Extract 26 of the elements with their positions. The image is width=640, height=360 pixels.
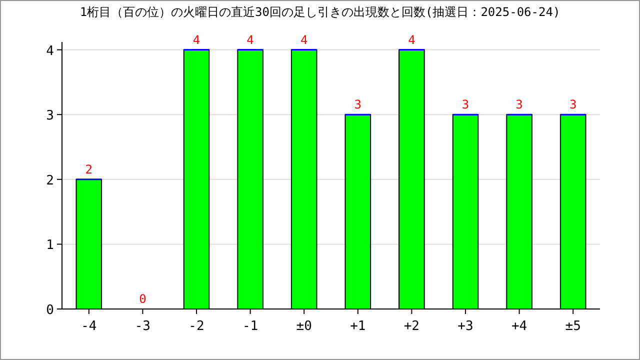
x-tick-label: +1 [350, 319, 366, 334]
data-label: 3 [354, 98, 362, 112]
x-tick-label: +3 [458, 319, 474, 334]
x-tick-label: -2 [188, 319, 204, 334]
data-label: 4 [300, 32, 308, 47]
data-label: 3 [516, 98, 523, 112]
data-label: 2 [85, 162, 93, 176]
y-tick-label: 3 [46, 108, 54, 124]
x-tick-label: ±0 [296, 319, 312, 334]
chart-title: 1桁目（百の位）の火曜日の直近30回の足し引きの出現数と回数(抽選日：2025-06-24) [80, 5, 560, 19]
x-tick-label: -1 [242, 319, 258, 334]
data-label: 3 [462, 98, 470, 112]
data-label: 3 [569, 98, 577, 112]
x-tick-label: -4 [81, 319, 97, 334]
y-tick-label: 4 [46, 44, 54, 59]
y-tick-label: 0 [46, 303, 54, 318]
data-label: 4 [246, 32, 254, 47]
data-label: 4 [192, 32, 200, 47]
x-tick-label: -3 [134, 319, 151, 334]
data-label: 4 [408, 32, 416, 47]
x-tick-label: ±5 [565, 319, 581, 334]
x-tick-label: +2 [404, 319, 420, 334]
x-tick-label: +4 [511, 319, 528, 334]
y-tick-label: 2 [46, 173, 54, 188]
data-label: 0 [139, 292, 146, 306]
y-tick-label: 1 [46, 238, 54, 254]
